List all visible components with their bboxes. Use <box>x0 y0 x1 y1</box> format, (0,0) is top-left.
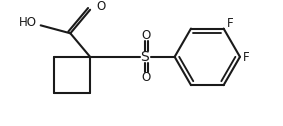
Text: HO: HO <box>19 16 37 29</box>
Text: O: O <box>96 0 105 13</box>
Text: O: O <box>142 29 151 42</box>
Text: O: O <box>142 71 151 84</box>
Text: F: F <box>226 17 233 30</box>
Text: S: S <box>140 50 149 64</box>
Text: F: F <box>243 51 249 64</box>
